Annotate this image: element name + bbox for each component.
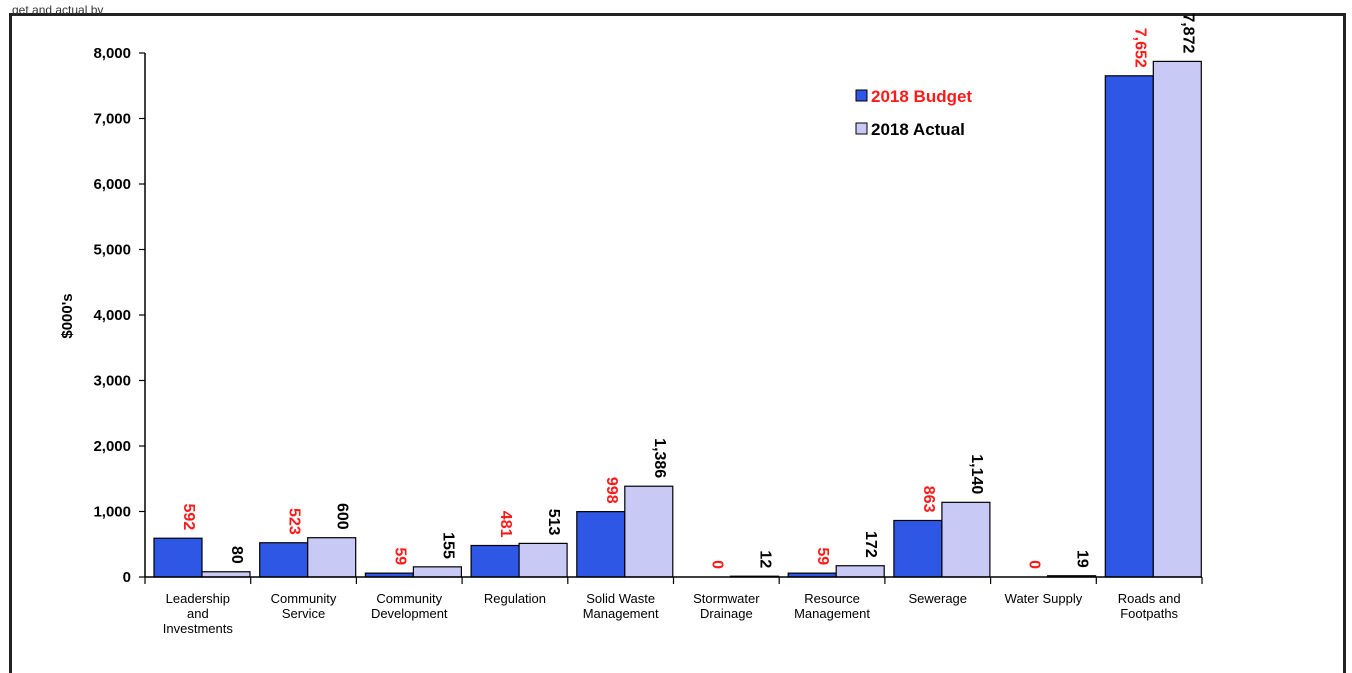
legend-swatch xyxy=(855,122,868,135)
data-label-actual: 1,386 xyxy=(651,438,668,478)
y-tick-label: 0 xyxy=(123,569,131,586)
data-label-budget: 0 xyxy=(1026,560,1043,569)
y-tick-label: 4,000 xyxy=(93,307,131,324)
data-label-budget: 523 xyxy=(286,508,303,535)
y-tick-label: 5,000 xyxy=(93,242,131,259)
data-label-actual: 12 xyxy=(757,550,774,568)
x-tick-label: Regulation xyxy=(484,591,546,606)
bar-budget xyxy=(259,542,309,578)
y-tick-label: 3,000 xyxy=(93,373,131,390)
data-label-budget: 59 xyxy=(391,547,408,565)
y-tick-label: 7,000 xyxy=(93,111,131,128)
x-tick-label: Water Supply xyxy=(1005,591,1083,606)
data-label-budget: 481 xyxy=(497,511,514,538)
caption-fragment: get and actual by xyxy=(12,4,104,16)
legend-label: 2018 Actual xyxy=(871,120,965,139)
legend-label: 2018 Budget xyxy=(871,87,972,106)
y-tick-label: 8,000 xyxy=(93,45,131,62)
x-tick-label: Community Service xyxy=(271,591,337,621)
data-label-actual: 80 xyxy=(228,546,245,564)
bar-actual xyxy=(835,565,885,578)
bar-budget xyxy=(470,544,520,578)
x-tick-label: Roads and Footpaths xyxy=(1118,591,1181,621)
data-labels: 592 523 59 481 998 0 59 863 0 7,652 80 600 155 513 1,3… xyxy=(180,13,1196,569)
y-tick-label: 6,000 xyxy=(93,176,131,193)
bar-budget xyxy=(153,537,203,578)
bar-actual xyxy=(941,501,991,578)
y-tick-label: 2,000 xyxy=(93,438,131,455)
bar-actual xyxy=(201,571,251,578)
data-label-budget: 592 xyxy=(180,504,197,531)
x-tick-label: Community Development xyxy=(371,591,448,621)
bar-budget xyxy=(576,511,626,578)
x-axis: Leadership and Investments Community Service… xyxy=(144,576,1203,636)
data-label-actual: 600 xyxy=(334,503,351,530)
data-label-budget: 998 xyxy=(603,477,620,504)
bar-actual xyxy=(307,537,357,578)
y-axis: 0 1,000 2,000 3,000 4,000 5,000 6,000 7,000 8,00… xyxy=(93,45,146,586)
data-label-actual: 172 xyxy=(862,531,879,558)
data-label-actual: 155 xyxy=(439,532,456,559)
data-label-budget: 0 xyxy=(709,560,726,569)
bar-budget xyxy=(1104,75,1154,578)
data-label-budget: 863 xyxy=(920,486,937,513)
x-tick-label: Leadership and Investments xyxy=(163,591,234,636)
x-tick-label: Stormwater Drainage xyxy=(693,591,760,621)
bars xyxy=(153,60,1202,578)
data-label-actual: 7,872 xyxy=(1179,13,1196,53)
data-label-actual: 1,140 xyxy=(968,454,985,494)
y-axis-label: $000's xyxy=(59,293,76,338)
data-label-budget: 59 xyxy=(814,547,831,565)
legend-swatch xyxy=(855,89,868,102)
bar-actual xyxy=(624,485,674,578)
bar-actual xyxy=(518,542,568,578)
legend: 2018 Budget 2018 Actual xyxy=(855,87,972,139)
bar-actual xyxy=(1152,60,1202,578)
data-label-actual: 19 xyxy=(1074,550,1091,568)
y-tick-label: 1,000 xyxy=(93,504,131,521)
data-label-actual: 513 xyxy=(545,509,562,536)
bar-actual xyxy=(412,566,462,578)
x-tick-label: Resource Management xyxy=(794,591,870,621)
x-tick-label: Solid Waste Management xyxy=(583,591,659,621)
x-tick-label: Sewerage xyxy=(908,591,967,606)
chart-frame: get and actual by xyxy=(9,4,1346,673)
data-label-budget: 7,652 xyxy=(1131,28,1148,68)
bar-budget xyxy=(893,519,943,578)
